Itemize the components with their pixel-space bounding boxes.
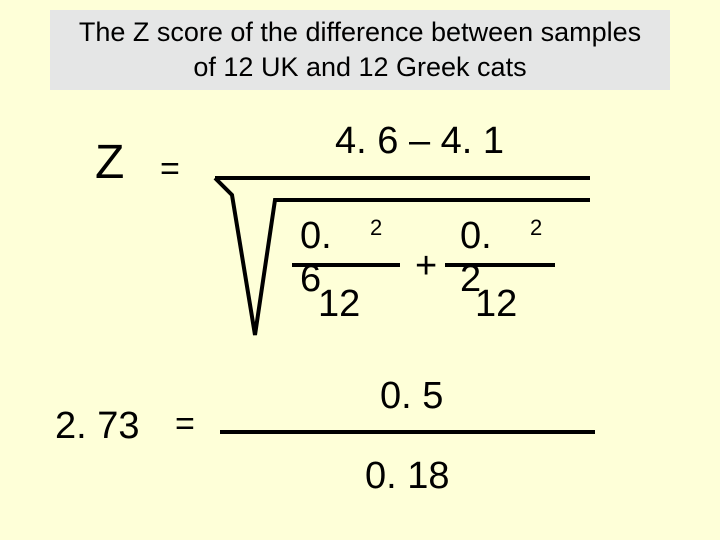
sd1-exponent: 2 (370, 215, 382, 241)
slide-title: The Z score of the difference between sa… (50, 10, 670, 90)
plus-sign: + (415, 245, 437, 288)
numerator-diff-means: 4. 6 – 4. 1 (335, 120, 504, 163)
n2: 12 (475, 283, 517, 326)
denominator-simplified: 0. 18 (365, 455, 450, 498)
z-result-value: 2. 73 (55, 405, 140, 448)
equals-sign-2: = (175, 405, 195, 444)
numerator-simplified: 0. 5 (380, 375, 443, 418)
sd2-exponent: 2 (530, 215, 542, 241)
n1: 12 (318, 283, 360, 326)
radical-sign (215, 178, 590, 335)
equals-sign-1: = (160, 150, 180, 189)
z-variable: Z (95, 135, 124, 190)
